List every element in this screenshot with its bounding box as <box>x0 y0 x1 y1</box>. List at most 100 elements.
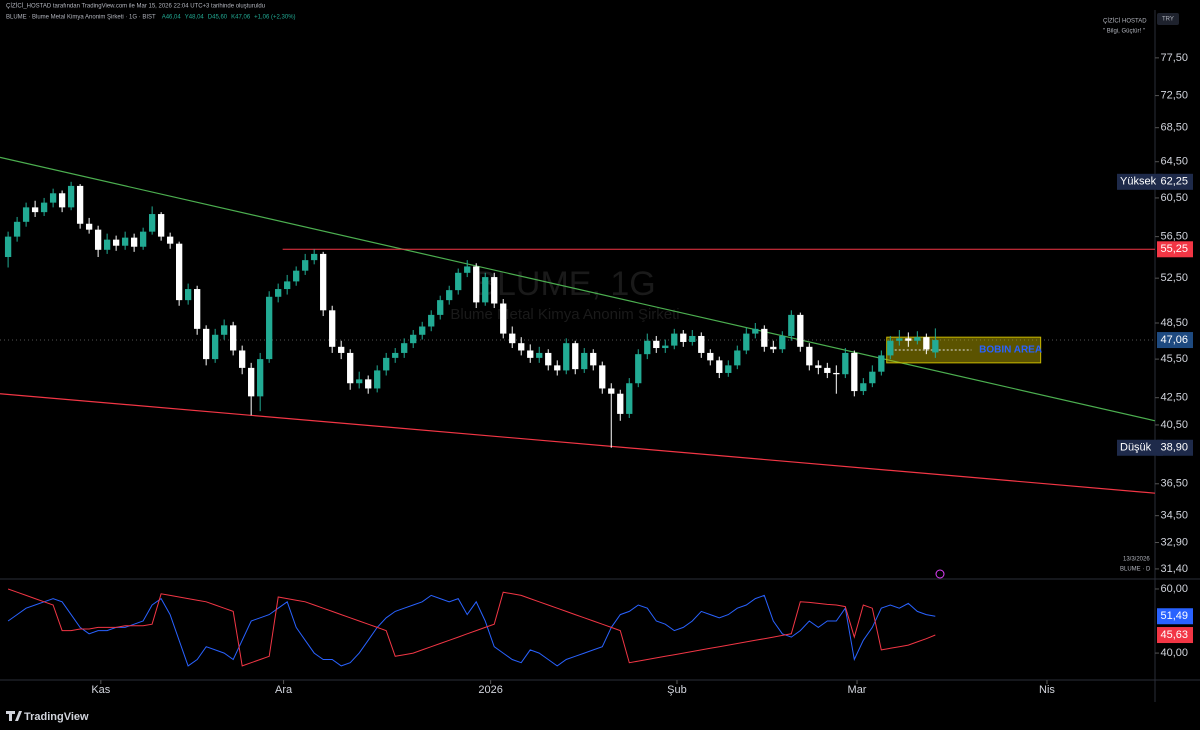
candle-body <box>257 359 264 397</box>
candle-body <box>76 185 84 224</box>
candle-body <box>518 343 525 351</box>
candle-body <box>329 310 336 347</box>
y-tick-label: 40,50 <box>1160 419 1188 431</box>
candle-body <box>139 231 147 247</box>
y-tick-label: 60,00 <box>1160 583 1188 595</box>
watermark-name: Blume Metal Kimya Anonim Şirketi <box>450 306 679 323</box>
candle-body <box>203 328 210 360</box>
candle-body <box>401 343 408 353</box>
candle-body <box>617 393 624 414</box>
badge <box>1157 439 1193 456</box>
candle-body <box>347 352 354 384</box>
candle-body <box>572 343 579 370</box>
candle-body <box>707 352 714 361</box>
candle-body <box>293 270 300 282</box>
candle-body <box>248 367 255 397</box>
candle-body <box>563 343 570 371</box>
candle-body <box>94 229 102 250</box>
candle-body <box>175 243 183 301</box>
candle-body <box>166 236 174 244</box>
candle-body <box>815 365 822 368</box>
candle-body <box>905 338 912 341</box>
candle-body <box>302 260 309 271</box>
credit: ÇİZİCİ_HOSTAD tarafından TradingView.com… <box>6 3 265 10</box>
candle-body <box>284 281 291 290</box>
badge-value: 38,90 <box>1160 442 1188 454</box>
candle-body <box>554 365 561 371</box>
candle-body <box>860 383 867 392</box>
candle-body <box>500 303 507 334</box>
candle-body <box>851 352 858 392</box>
badge-value: 51,49 <box>1160 610 1188 622</box>
candle-body <box>590 352 597 366</box>
candle-body <box>779 335 786 350</box>
candle-body <box>527 350 534 358</box>
y-tick-label: 32,90 <box>1160 536 1188 548</box>
trendline <box>0 393 1156 494</box>
y-tick-label: 60,50 <box>1160 192 1188 204</box>
candle-body <box>374 370 381 389</box>
footer-bar <box>0 703 1200 730</box>
y-tick-label: 31,40 <box>1160 563 1188 575</box>
y-tick-label: 42,50 <box>1160 392 1188 404</box>
candle-body <box>383 357 390 371</box>
candle-body <box>356 379 363 384</box>
candle-body <box>743 333 750 351</box>
x-tick-label: Mar <box>848 684 867 696</box>
candle-body <box>320 253 327 311</box>
candle-body <box>365 379 372 389</box>
candle-body <box>112 239 120 246</box>
candle-body <box>49 193 57 203</box>
candle-body <box>194 289 201 329</box>
candle-body <box>536 352 543 358</box>
x-tick-label: Şub <box>667 684 687 696</box>
candle-body <box>878 355 885 372</box>
candle-body <box>932 340 939 353</box>
candle-body <box>734 350 741 366</box>
candle-body <box>157 214 165 237</box>
y-tick-label: 77,50 <box>1160 52 1188 64</box>
candle-body <box>797 314 804 347</box>
currency-box <box>1157 13 1179 25</box>
candle-body <box>437 300 444 315</box>
ohlc-value: A46,04 <box>162 15 182 21</box>
candle-body <box>58 193 66 208</box>
y-tick-label: 34,50 <box>1160 510 1188 522</box>
x-tick-label: Kas <box>91 684 110 696</box>
badge-value: 47,06 <box>1160 334 1188 346</box>
candle-body <box>761 328 768 347</box>
event-icon <box>935 569 945 579</box>
y-tick-label: 48,50 <box>1160 317 1188 329</box>
currency: TRY <box>1162 17 1174 23</box>
candle-body <box>842 352 849 375</box>
candle-body <box>599 365 606 389</box>
badge <box>1157 241 1193 258</box>
badge-value: 62,25 <box>1160 176 1188 188</box>
candle-body <box>121 237 129 246</box>
badge <box>1157 173 1193 190</box>
badge <box>1117 439 1163 456</box>
candle-body <box>464 266 471 273</box>
footer-series: BLUME · D <box>1120 567 1151 573</box>
candle-body <box>680 333 687 342</box>
candle-body <box>4 236 12 258</box>
ohlc-value: +1,06 (+2,30%) <box>254 15 295 21</box>
candle-body <box>491 277 498 304</box>
trendline <box>0 156 1156 422</box>
candle-body <box>833 372 840 375</box>
y-tick-label: 56,50 <box>1160 231 1188 243</box>
candle-body <box>239 350 246 368</box>
ohlc-value: K47,06 <box>231 15 251 21</box>
candle-body <box>806 346 813 366</box>
badge-value: 55,25 <box>1160 243 1188 255</box>
candle-body <box>608 388 615 394</box>
quote: " Bilgi, Güçtür! " <box>1103 29 1145 35</box>
badge <box>1157 608 1193 625</box>
candle-body <box>455 272 462 291</box>
candle-body <box>85 223 93 230</box>
x-tick-label: 2026 <box>478 684 502 696</box>
candle-body <box>428 314 435 327</box>
badge <box>1157 627 1193 644</box>
candle-body <box>13 221 21 237</box>
